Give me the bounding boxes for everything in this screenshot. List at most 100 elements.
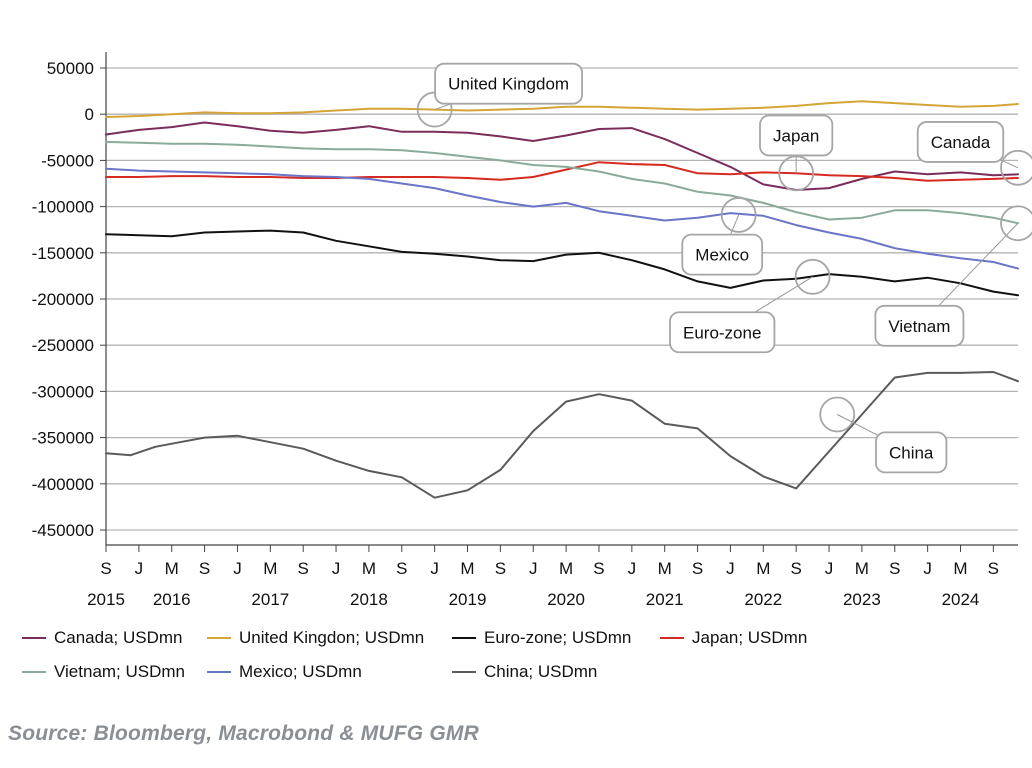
annotation-label: Canada [931, 133, 991, 152]
legend-label: China; USDmn [484, 662, 598, 681]
x-month-tick-label: S [889, 559, 900, 578]
x-month-tick-label: S [396, 559, 407, 578]
x-month-tick-label: S [988, 559, 999, 578]
y-tick-label: 0 [85, 105, 94, 124]
line-chart: 50000 0 -50000 -100000 -150000 -200000 -250000… [32, 52, 1032, 609]
x-year-tick-label: 2017 [251, 590, 289, 609]
annotation-box [875, 431, 948, 474]
series-lines [105, 100, 1019, 499]
y-tick-label: -450000 [32, 521, 94, 540]
x-month-tick-label: J [825, 559, 834, 578]
annotation-circle [720, 197, 757, 233]
x-month-tick-label: S [790, 559, 801, 578]
legend-swatch [660, 637, 684, 639]
legend-swatch [452, 671, 476, 673]
x-month-tick-label: M [658, 559, 672, 578]
x-month-tick-label: J [628, 559, 637, 578]
x-month-tick-label: S [593, 559, 604, 578]
y-tick-label: -300000 [32, 382, 94, 401]
annotation-circle [794, 258, 831, 295]
x-month-tick-label: J [332, 559, 341, 578]
x-month-tick-label: S [495, 559, 506, 578]
x-month-tick-label: M [165, 559, 179, 578]
y-tick-label: -100000 [32, 198, 94, 217]
y-tick-label: -150000 [32, 244, 94, 263]
y-tick-label: -50000 [41, 151, 94, 170]
legend-item: Euro-zone; USDmn [452, 628, 631, 648]
x-year-tick-label: 2023 [843, 590, 881, 609]
y-tick-label: -200000 [32, 290, 94, 309]
x-month-tick-label: J [726, 559, 735, 578]
x-month-tick-label: M [855, 559, 869, 578]
annotation-box [759, 114, 834, 157]
legend-item: United Kingdon; USDmn [207, 628, 424, 648]
annotation-label: Japan [773, 126, 819, 145]
x-month-tick-label: M [559, 559, 573, 578]
x-year-tick-label: 2024 [942, 590, 980, 609]
source-note: Source: Bloomberg, Macrobond & MUFG GMR [8, 722, 479, 745]
x-month-tick-label: S [100, 559, 111, 578]
x-month-tick-label: M [263, 559, 277, 578]
x-month-tick-label: M [460, 559, 474, 578]
y-tick-label: 50000 [47, 59, 94, 78]
x-month-tick-label: M [362, 559, 376, 578]
annotation-label: Vietnam [888, 317, 950, 336]
x-month-tick-label: J [430, 559, 439, 578]
annotation-label: United Kingdom [448, 75, 569, 94]
legend-label: Japan; USDmn [692, 628, 808, 647]
x-month-tick-label: J [135, 559, 144, 578]
axes: 50000 0 -50000 -100000 -150000 -200000 -250000… [32, 52, 1018, 609]
series-line-china [105, 371, 1019, 499]
legend-label: United Kingdon; USDmn [239, 628, 425, 647]
annotation-box [874, 304, 965, 347]
legend-item: Mexico; USDmn [207, 662, 362, 682]
x-year-tick-label: 2022 [744, 590, 782, 609]
x-year-tick-label: 2021 [646, 590, 684, 609]
x-month-tick-label: J [233, 559, 242, 578]
annotation-box [669, 311, 776, 354]
legend-label: Canada; USDmn [54, 628, 183, 647]
legend-swatch [22, 637, 46, 639]
annotation-circle [819, 396, 856, 433]
x-month-tick-label: J [529, 559, 538, 578]
series-line-united-kingdon [105, 100, 1019, 118]
x-month-tick-label: S [199, 559, 210, 578]
legend: Canada; USDmn United Kingdon; USDmn Euro-z… [22, 628, 1022, 698]
series-line-canada [105, 121, 1019, 191]
annotation-label: China [889, 443, 934, 462]
legend-label: Euro-zone; USDmn [484, 628, 632, 647]
series-line-mexico [105, 167, 1019, 270]
annotation-circle [1000, 205, 1032, 242]
x-year-tick-label: 2015 [87, 590, 125, 609]
annotation-label: Mexico [695, 246, 749, 265]
legend-label: Vietnam; USDmn [54, 662, 186, 681]
annotation-label: Euro-zone [683, 323, 761, 342]
x-month-tick-label: M [756, 559, 770, 578]
legend-swatch [452, 637, 476, 639]
x-month-tick-label: S [692, 559, 703, 578]
x-month-tick-label: J [923, 559, 932, 578]
legend-item: Japan; USDmn [660, 628, 807, 648]
legend-item: Canada; USDmn [22, 628, 183, 648]
legend-swatch [207, 671, 231, 673]
y-tick-label: -400000 [32, 475, 94, 494]
series-line-japan [105, 161, 1019, 182]
annotation-circle [1000, 149, 1032, 186]
x-month-tick-label: M [953, 559, 967, 578]
legend-item: China; USDmn [452, 662, 597, 682]
x-year-tick-label: 2016 [153, 590, 191, 609]
series-line-euro-zone [105, 229, 1019, 297]
x-year-tick-label: 2018 [350, 590, 388, 609]
series-annotations: United Kingdom Japan Canada Mexico Euro-zone… [416, 62, 1032, 474]
annotation-box [916, 121, 1005, 163]
annotation-box [434, 62, 583, 105]
legend-item: Vietnam; USDmn [22, 662, 185, 682]
legend-label: Mexico; USDmn [239, 662, 362, 681]
x-year-tick-label: 2019 [449, 590, 487, 609]
legend-swatch [207, 637, 231, 639]
x-year-tick-label: 2020 [547, 590, 585, 609]
y-tick-label: -250000 [32, 336, 94, 355]
series-line-vietnam [105, 140, 1019, 225]
y-tick-label: -350000 [32, 429, 94, 448]
legend-swatch [22, 671, 46, 673]
